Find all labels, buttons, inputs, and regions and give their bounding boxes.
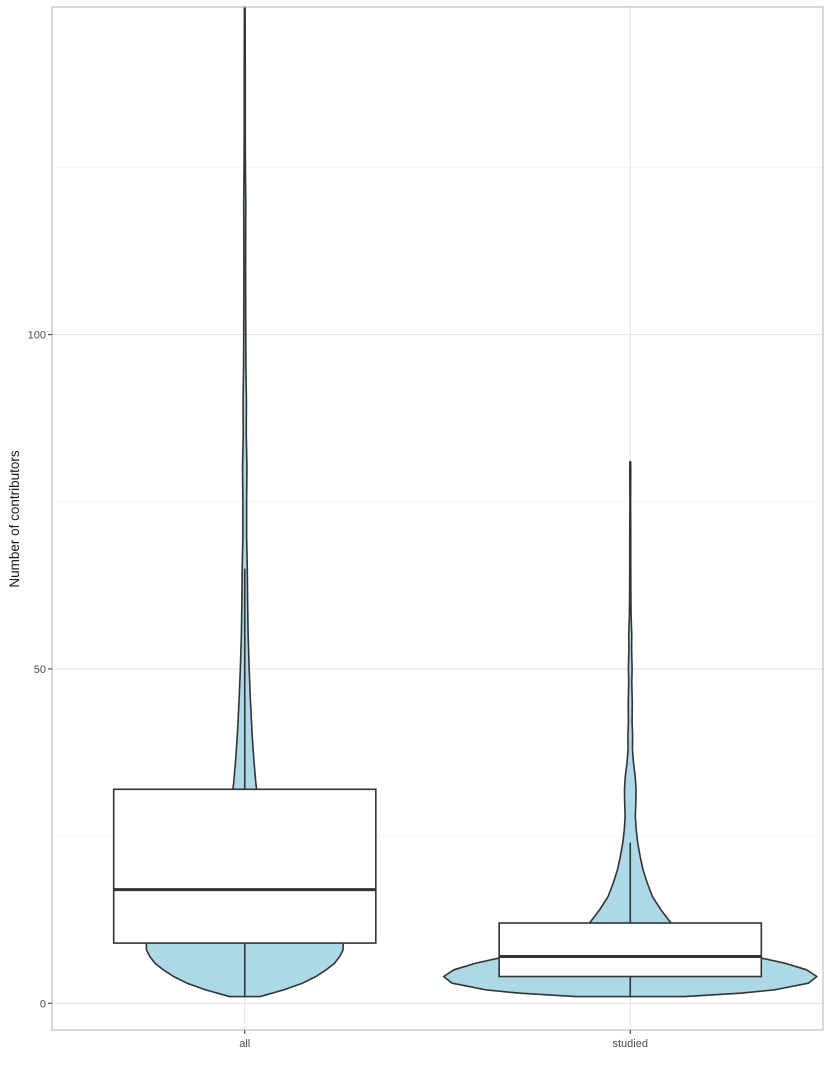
y-tick-label: 50 xyxy=(34,664,46,676)
plot-panel-border xyxy=(51,6,824,1031)
box-layer xyxy=(112,568,763,997)
axes: 0 50 100 all studied xyxy=(28,330,648,1050)
x-tick-label-all: all xyxy=(239,1038,250,1050)
y-tick-label: 0 xyxy=(40,998,46,1010)
x-tick-label-studied: studied xyxy=(613,1038,648,1050)
box-all xyxy=(112,788,377,944)
violin-studied xyxy=(442,460,818,998)
box-studied xyxy=(498,922,763,978)
y-tick-label: 100 xyxy=(28,330,46,342)
y-axis-title: Number of contributors xyxy=(7,450,22,588)
